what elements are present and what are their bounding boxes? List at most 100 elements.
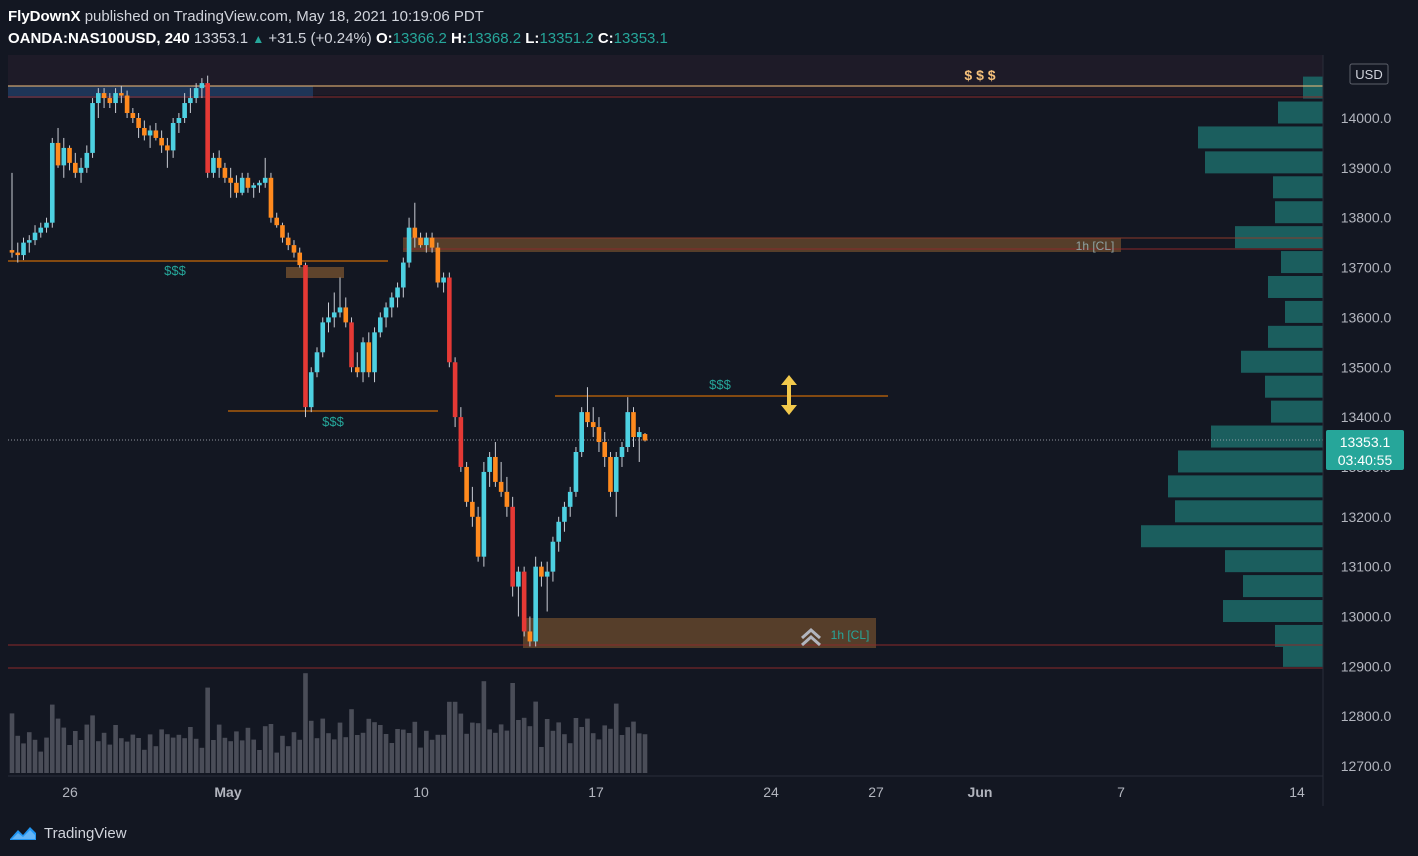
candle-body xyxy=(447,277,452,363)
volume-bar xyxy=(452,701,458,773)
volume-bar xyxy=(539,747,544,773)
volume-bar xyxy=(470,722,475,773)
volume-profile-bar xyxy=(1198,126,1323,149)
chart-annotation: $$$ xyxy=(164,263,186,278)
volume-bar xyxy=(642,734,648,773)
time-tick-label: 14 xyxy=(1289,784,1305,800)
volume-bar xyxy=(73,731,78,773)
volume-profile-bar xyxy=(1268,325,1323,348)
candle-body xyxy=(291,245,297,253)
volume-bar xyxy=(176,734,182,773)
volume-profile-bar xyxy=(1241,350,1323,373)
volume-bar xyxy=(285,746,291,773)
candle-body xyxy=(533,566,538,642)
blue-supply-zone xyxy=(8,86,313,98)
candle-body xyxy=(366,342,372,373)
chart-header: FlyDownX published on TradingView.com, M… xyxy=(8,6,1410,52)
candle-body xyxy=(452,362,458,418)
price-chart[interactable]: $ $ $ $$$ $$$ $$$ 1h [CL] 1h [CL] 14000.0 1390… xyxy=(8,55,1410,806)
candle-body xyxy=(539,566,544,577)
tradingview-logo-icon[interactable] xyxy=(8,823,38,843)
time-axis[interactable]: 26 May 10 17 24 27 Jun 7 14 xyxy=(8,775,1323,800)
candle-body xyxy=(562,506,567,522)
time-tick-label: 24 xyxy=(763,784,779,800)
candle-body xyxy=(216,157,222,168)
candle-body xyxy=(101,93,107,99)
footer-brand[interactable]: TradingView xyxy=(44,824,127,842)
candle-body xyxy=(170,122,176,151)
symbol-label[interactable]: OANDA:NAS100USD, 240 xyxy=(8,30,190,47)
volume-bar xyxy=(585,718,590,773)
high-value: 13368.2 xyxy=(466,30,522,47)
price-axis[interactable]: 14000.0 13900.0 13800.0 13700.0 13600.0 13500… xyxy=(1322,55,1392,806)
publish-info: FlyDownX published on TradingView.com, M… xyxy=(8,6,1410,28)
volume-bar xyxy=(372,722,377,773)
candle-body xyxy=(153,130,159,138)
volume-profile-bar xyxy=(1243,575,1323,598)
volume-bar xyxy=(349,709,354,773)
ohlc-legend: OANDA:NAS100USD, 240 13353.1 ▲ +31.5 (+0… xyxy=(8,28,1410,50)
volume-bar xyxy=(447,701,452,773)
chart-annotation: 1h [CL] xyxy=(831,628,870,642)
volume-bar xyxy=(544,719,550,773)
annotations: $ $ $ $$$ $$$ $$$ 1h [CL] 1h [CL] xyxy=(164,67,1114,647)
price-tick-label: 13200.0 xyxy=(1341,509,1392,525)
candle-body xyxy=(349,322,354,368)
volume-bar xyxy=(274,752,280,773)
volume-bar xyxy=(199,747,205,773)
candle-body xyxy=(377,317,383,333)
candle-body xyxy=(182,103,187,118)
candle-body xyxy=(343,307,349,323)
time-tick-label: 26 xyxy=(62,784,78,800)
candle-body xyxy=(590,422,596,428)
price-tick-label: 12900.0 xyxy=(1341,658,1392,674)
candle-body xyxy=(354,367,360,373)
volume-bar xyxy=(389,743,395,773)
open-label: O: xyxy=(375,30,393,47)
volume-bar xyxy=(9,713,15,773)
volume-bar xyxy=(38,751,44,773)
candle-body xyxy=(441,277,446,283)
candle-body xyxy=(222,167,228,178)
volume-bar xyxy=(602,725,608,773)
volume-profile xyxy=(1141,76,1323,667)
price-tag-box xyxy=(1326,430,1404,470)
candle-body xyxy=(268,177,274,218)
chart-annotation: $$$ xyxy=(322,414,344,429)
candle-body xyxy=(470,501,475,517)
candle-body xyxy=(493,456,498,482)
author-name[interactable]: FlyDownX xyxy=(8,8,81,25)
volume-bar xyxy=(590,733,596,773)
volume-bar xyxy=(257,750,262,773)
volume-bar xyxy=(521,717,527,773)
volume-bar xyxy=(360,732,366,773)
candle-body xyxy=(510,506,515,587)
volume-bar xyxy=(320,718,326,773)
volume-bar xyxy=(573,718,579,773)
price-tick-label: 13100.0 xyxy=(1341,559,1392,575)
volume-bar xyxy=(354,735,360,773)
volume-profile-bar xyxy=(1273,176,1323,199)
candle-body xyxy=(205,83,210,173)
candle-body xyxy=(61,147,67,166)
volume-bar xyxy=(239,740,245,773)
volume-bar xyxy=(61,727,67,773)
candle-body xyxy=(15,252,21,256)
volume-profile-bar xyxy=(1275,201,1323,224)
candle-body xyxy=(78,167,84,173)
candle-body xyxy=(188,98,193,104)
volume-bar xyxy=(424,730,429,773)
candle-body xyxy=(228,177,233,183)
candle-body xyxy=(544,571,550,577)
volume-bar xyxy=(90,715,95,773)
volume-bar xyxy=(251,739,256,773)
volume-bar xyxy=(78,740,84,773)
volume-bar xyxy=(498,724,504,773)
volume-bar xyxy=(619,735,625,773)
currency-badge[interactable]: USD xyxy=(1349,63,1389,85)
volume-profile-bar xyxy=(1271,400,1323,423)
candle-body xyxy=(429,237,435,248)
volume-bar xyxy=(193,738,199,773)
volume-bar xyxy=(280,735,285,773)
candle-body xyxy=(251,185,256,188)
